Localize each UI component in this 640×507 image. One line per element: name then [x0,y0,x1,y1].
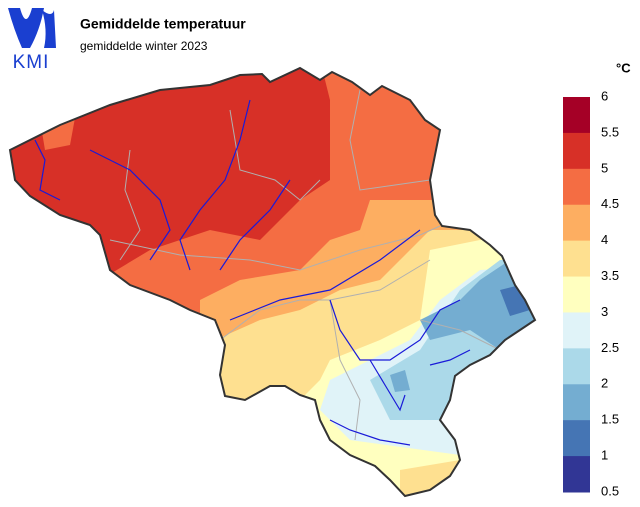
legend-swatch [563,384,590,421]
logo-shape [42,10,56,48]
river [34,139,61,201]
legend-swatch [563,132,590,170]
legend-tick-label: 4 [601,232,608,247]
region-border [419,319,501,351]
zone [390,370,410,392]
legend-tick-label: 4.5 [601,196,619,211]
legend-tick-label: 5.5 [601,124,619,139]
legend-swatch [563,276,590,313]
legend-swatch [563,97,590,134]
zone [400,460,460,496]
river [429,349,471,366]
legend-swatch [563,240,590,278]
river [229,229,421,321]
region-border [119,149,141,261]
river [89,149,171,261]
river [329,299,461,361]
borders [109,89,501,441]
river [329,419,411,446]
river [219,179,291,271]
legend-swatch [563,168,590,206]
legend-swatch [563,204,590,242]
legend-swatch [563,456,590,493]
map-subtitle: gemiddelde winter 2023 [80,39,208,53]
legend-tick-label: 2.5 [601,340,619,355]
legend-swatch [563,348,590,385]
legend-tick-label: 1 [601,448,608,463]
legend-swatch [563,420,590,457]
map-title: Gemiddelde temperatuur [80,16,246,32]
region-border [219,259,431,341]
legend-unit: °C [616,60,631,75]
legend-tick-label: 1.5 [601,412,619,427]
river [369,359,406,412]
legend-tick-label: 3 [601,304,608,319]
legend-tick-label: 3.5 [601,268,619,283]
legend: 6 5.5 5 4.5 4 3.5 3 2.5 2 1.5 1 0.5 [563,88,619,498]
region-border [329,299,361,441]
logo-shape [8,8,44,48]
river [179,99,251,271]
logo-text: KMI [13,52,50,73]
region-border [349,89,431,191]
legend-tick-label: 5 [601,160,608,175]
legend-tick-label: 6 [601,88,608,103]
legend-tick-label: 2 [601,376,608,391]
legend-tick-label: 0.5 [601,483,619,498]
logo: KMI [8,8,56,73]
rivers [34,99,471,446]
region-border [109,225,441,271]
legend-swatch [563,312,590,349]
